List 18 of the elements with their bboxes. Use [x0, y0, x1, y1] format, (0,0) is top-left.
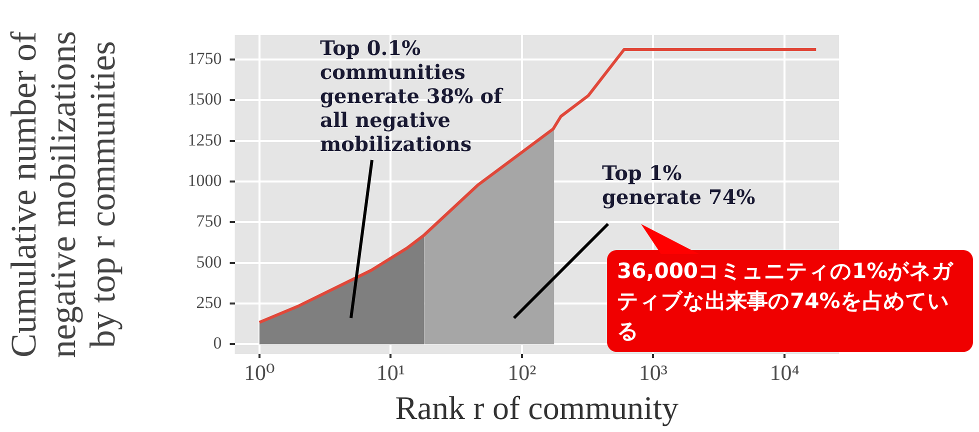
y-tick-label: 500: [196, 252, 222, 272]
y-tick-label: 1250: [188, 130, 222, 150]
y-tick-label: 0: [213, 334, 222, 353]
y-tick-label: 1000: [188, 170, 222, 190]
x-tick-label: 10⁰: [244, 360, 275, 385]
y-tick-label: 250: [196, 293, 222, 312]
x-tick-label: 10³: [638, 360, 668, 385]
annotation: Top 0.1% communities generate 38% of all negative mobilizations: [320, 36, 504, 156]
y-tick-label: 750: [196, 212, 222, 231]
x-axis-title: Rank r of community: [395, 390, 679, 427]
annotation: 36,000コミュニティの1%がネガティブな出来事の74%を占めている: [607, 250, 973, 352]
annotation: Top 1% generate 74%: [602, 161, 756, 210]
x-tick-label: 10²: [508, 360, 537, 385]
y-axis-title: Cumulative number of negative mobilizations by top r communities: [3, 31, 122, 358]
x-tick-label: 10¹: [376, 360, 405, 385]
y-tick-label: 1500: [188, 90, 222, 109]
x-tick-label: 10⁴: [770, 360, 800, 385]
y-tick-label: 1750: [188, 48, 222, 68]
